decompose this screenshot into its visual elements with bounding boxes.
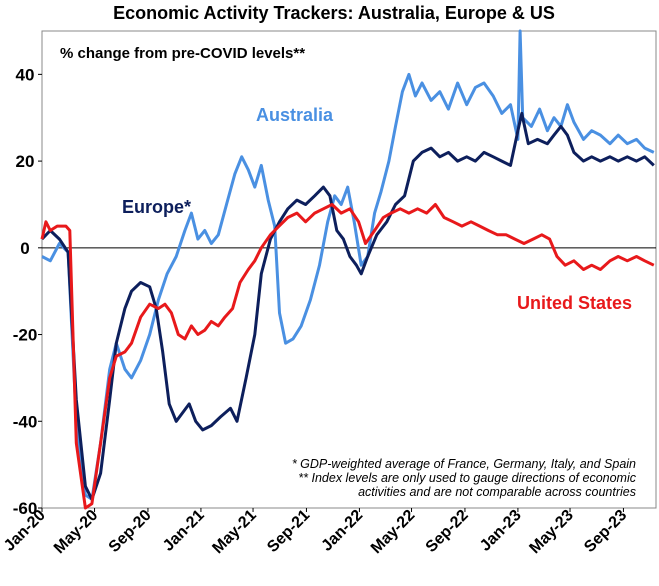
series-line-united-states [40,203,655,510]
y-tick-label: 0 [20,239,29,258]
x-tick-label: Sep-20 [106,507,155,556]
series-line-europe [40,111,655,501]
footnote-2: ** Index levels are only used to gauge d… [298,471,636,485]
x-tick-label: Sep-22 [423,507,472,556]
series-line-australia [41,29,655,501]
x-tick-label: May-23 [526,507,576,557]
legend-label-australia: Australia [256,105,334,125]
chart-subtitle: % change from pre-COVID levels** [60,45,305,62]
x-tick-label: Sep-21 [264,507,313,556]
y-tick-label: 20 [16,152,35,171]
y-tick-label: 40 [16,65,35,84]
legend-label-europe: Europe* [122,197,191,217]
series-lines [40,29,655,510]
x-tick-label: Jan-22 [318,507,366,555]
y-tick-label: -60 [13,499,38,518]
legend-label-united-states: United States [517,293,632,313]
plot-frame [41,30,657,509]
x-tick-label: Jan-23 [477,507,525,555]
x-tick-label: May-22 [368,507,418,557]
footnote-1: * GDP-weighted average of France, German… [292,457,636,471]
x-tick-label: Jan-21 [160,507,208,555]
y-tick-label: -20 [13,326,38,345]
y-axis: 40 20 0 -20 -40 -60 [13,65,42,518]
y-tick-label: -40 [13,412,38,431]
x-axis: Jan-20 May-20 Sep-20 Jan-21 May-21 Sep-21 Jan-… [1,507,630,557]
chart-title: Economic Activity Trackers: Australia, E… [113,3,555,23]
x-tick-label: May-20 [51,507,101,557]
footnote-3: activities and are not comparable across… [358,485,636,499]
x-tick-label: Sep-23 [581,507,630,556]
x-tick-label: May-21 [209,507,259,557]
